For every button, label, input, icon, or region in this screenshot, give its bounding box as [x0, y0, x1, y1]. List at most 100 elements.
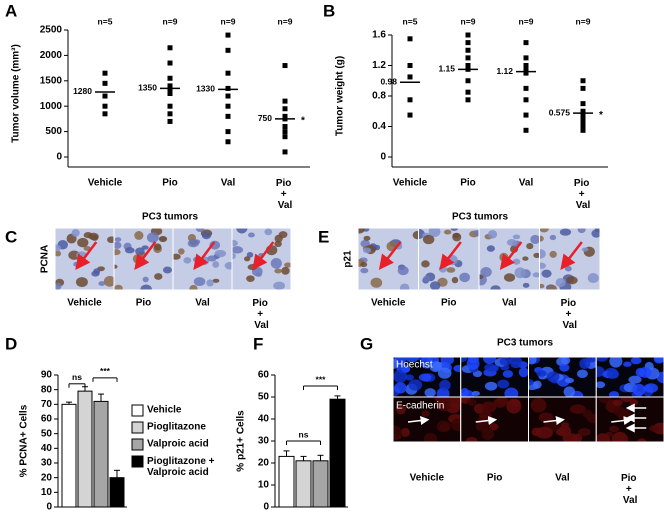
- cell: [560, 421, 570, 428]
- panel-letter: A: [5, 1, 17, 20]
- cell: [146, 232, 159, 243]
- arrow: [193, 241, 216, 270]
- data-point: [523, 127, 529, 133]
- cell: [533, 380, 542, 389]
- data-point: [167, 83, 173, 89]
- y-tick-label: 1.6: [372, 30, 386, 41]
- cell: [114, 264, 118, 269]
- data-point: [282, 124, 288, 130]
- cell: [399, 283, 410, 290]
- cell: [562, 433, 579, 442]
- cell: [566, 276, 578, 285]
- data-point: [282, 129, 288, 135]
- mean-label: 0.98: [380, 77, 397, 87]
- data-point: [102, 70, 108, 76]
- arrow: [134, 241, 157, 270]
- cell: [512, 234, 521, 240]
- cell: [628, 375, 642, 384]
- n-label: n=9: [461, 16, 476, 26]
- cell: [405, 357, 419, 363]
- cell: [504, 387, 519, 397]
- cell: [547, 284, 558, 290]
- cell: [577, 228, 586, 234]
- cell: [530, 234, 540, 244]
- cell: [193, 277, 206, 287]
- cell: [487, 229, 498, 239]
- cell: [535, 426, 554, 439]
- cell: [446, 267, 456, 273]
- y-tick-label: 60: [41, 414, 53, 425]
- cell: [616, 408, 632, 420]
- cell: [424, 388, 436, 397]
- cell: [77, 237, 89, 248]
- cell: [362, 247, 372, 254]
- data-point: [465, 89, 471, 95]
- cell: [195, 228, 205, 233]
- cell: [232, 239, 238, 247]
- data-point: [407, 36, 413, 42]
- cell: [536, 370, 547, 377]
- cell: [489, 423, 499, 431]
- n-label: n=9: [576, 16, 591, 26]
- cell: [264, 228, 273, 236]
- data-point: [523, 40, 529, 46]
- cell: [124, 247, 135, 254]
- mean-label: 1330: [196, 84, 215, 94]
- cell: [212, 261, 220, 268]
- cell: [428, 228, 441, 238]
- data-point: [407, 97, 413, 103]
- data-point: [225, 113, 231, 119]
- cell: [561, 357, 571, 365]
- cell: [73, 261, 80, 267]
- x-tick-label: Val: [519, 178, 534, 189]
- stain-label: p21: [343, 250, 354, 268]
- cell: [236, 228, 248, 234]
- cell: [555, 428, 566, 436]
- bar: [93, 400, 109, 508]
- cell: [506, 398, 522, 414]
- image-category-label: Pio + Val: [561, 298, 579, 331]
- micrograph-border: [539, 227, 601, 291]
- data-point: [523, 112, 529, 118]
- cell: [439, 379, 451, 391]
- data-point: [407, 63, 413, 68]
- legend-label: Vehicle: [147, 405, 182, 416]
- image-category-label: Pio: [487, 473, 503, 484]
- cell: [243, 256, 251, 262]
- data-point: [465, 97, 471, 103]
- panel-letter: C: [5, 227, 17, 246]
- cell: [206, 279, 214, 287]
- image-category-label: Pio + Val: [621, 473, 639, 506]
- arrow: [543, 416, 565, 425]
- cell: [274, 240, 282, 248]
- significance-star: *: [301, 116, 305, 127]
- cell: [360, 267, 369, 274]
- data-point: [282, 134, 288, 140]
- y-tick-label: 40: [41, 443, 53, 454]
- cell: [438, 264, 447, 273]
- y-tick-label: 0: [380, 152, 386, 163]
- data-point: [225, 93, 231, 99]
- micrograph: [232, 228, 291, 290]
- micrograph: [596, 397, 664, 442]
- cell: [564, 265, 572, 272]
- y-axis-label: Tumor volume (mm³): [11, 44, 22, 143]
- cell: [360, 262, 368, 268]
- mean-label: 0.575: [549, 107, 571, 117]
- cell: [632, 383, 646, 397]
- cell: [114, 237, 122, 242]
- data-point: [167, 118, 173, 124]
- legend-label: Valproic acid: [147, 439, 209, 450]
- legend-swatch: [131, 438, 144, 451]
- data-point: [167, 103, 173, 109]
- cell: [490, 285, 501, 290]
- bar: [278, 455, 295, 508]
- cell: [246, 275, 255, 282]
- y-tick-label: 0.4: [372, 121, 386, 132]
- data-point: [167, 88, 173, 94]
- data-point: [465, 78, 471, 84]
- cell: [401, 366, 411, 373]
- cell: [609, 357, 623, 368]
- x-tick-label: Val: [221, 178, 236, 189]
- data-point: [580, 101, 586, 107]
